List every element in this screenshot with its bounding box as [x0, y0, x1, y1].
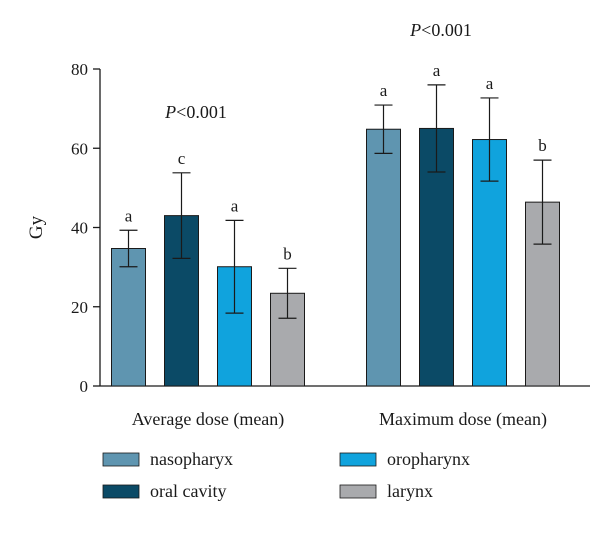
legend-swatch: [339, 484, 377, 499]
y-tick-label: 80: [71, 60, 88, 79]
significance-letter: a: [380, 81, 388, 100]
y-tick-label: 20: [71, 298, 88, 317]
bar: [111, 248, 146, 387]
legend-swatch: [102, 452, 140, 467]
significance-letter: a: [125, 206, 133, 225]
significance-letter: c: [178, 149, 186, 168]
x-category-label: Maximum dose (mean): [379, 409, 547, 430]
y-axis-label: Gy: [26, 215, 47, 239]
y-tick-label: 40: [71, 219, 88, 238]
legend-swatch: [339, 452, 377, 467]
legend-swatch: [102, 484, 140, 499]
legend-label: oropharynx: [387, 449, 470, 469]
legend-label: larynx: [387, 481, 433, 501]
bars: [111, 84, 560, 387]
legend-label: oral cavity: [150, 481, 226, 501]
p-value-annotation: P<0.001: [409, 20, 472, 40]
legend-label: nasopharyx: [150, 449, 233, 469]
significance-letter: a: [486, 74, 494, 93]
y-tick-label: 0: [80, 377, 89, 396]
annotations: a c a b Average dose (mean) a a a b Maximum dose …: [125, 20, 547, 430]
bar: [366, 128, 401, 387]
legend: nasopharyx oral cavity oropharynx larynx: [102, 449, 470, 501]
significance-letter: b: [283, 244, 292, 263]
significance-letter: a: [433, 61, 441, 80]
significance-letter: b: [538, 136, 547, 155]
y-tick-label: 60: [71, 139, 88, 158]
significance-letter: a: [231, 196, 239, 215]
p-value-annotation: P<0.001: [164, 102, 227, 122]
x-category-label: Average dose (mean): [132, 409, 285, 430]
bar: [164, 215, 199, 387]
